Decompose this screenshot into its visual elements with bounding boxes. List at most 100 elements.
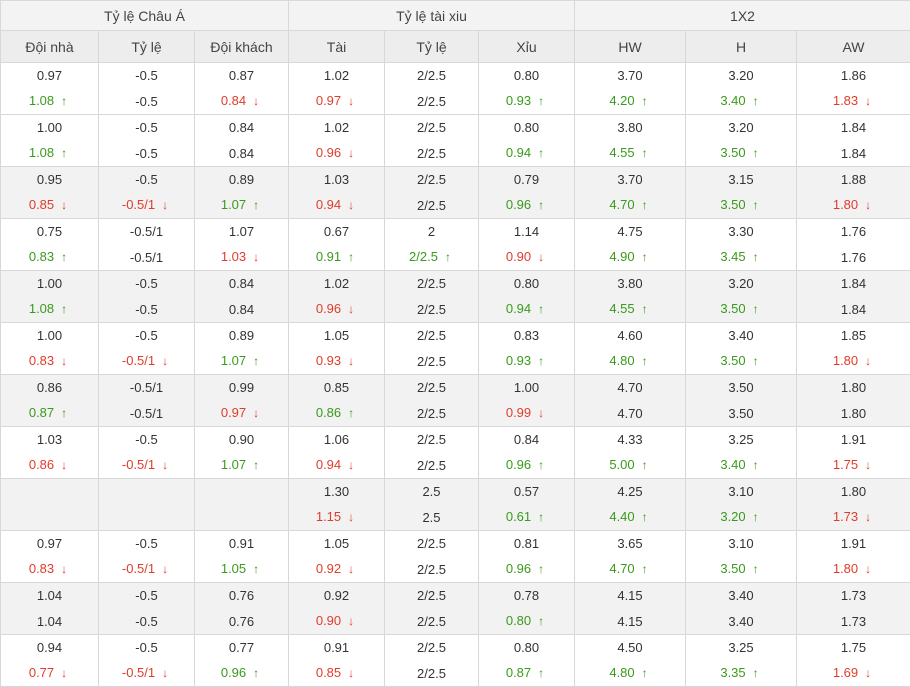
arrow-up-icon: ↑ <box>345 245 357 270</box>
live-handicap-cell: -0.5/1↓ <box>99 556 195 583</box>
arrow-down-icon: ↓ <box>159 557 171 582</box>
odds-value: 1.76 <box>841 245 866 270</box>
live-draw-cell: 3.50↑ <box>686 192 797 219</box>
arrow-down-icon: ↓ <box>862 557 874 582</box>
arrow-down-icon: ↓ <box>345 193 357 218</box>
opening-home-cell: 0.94 <box>1 635 99 661</box>
odds-value: 0.84 <box>514 427 539 452</box>
opening-over-cell: 1.02 <box>289 271 385 297</box>
opening-handicap-cell: -0.5 <box>99 583 195 609</box>
odds-value: 1.80 <box>841 479 866 504</box>
odds-value: 0.90 <box>506 244 531 269</box>
arrow-up-icon: ↑ <box>535 89 547 114</box>
odds-value: 0.84 <box>221 88 246 113</box>
live-away-win-cell: 1.73↓ <box>797 504 910 531</box>
live-total-line-cell: 2/2.5 <box>385 608 479 635</box>
live-over-cell: 0.96↓ <box>289 140 385 167</box>
opening-home-win-cell: 4.70 <box>575 375 686 401</box>
live-total-line-cell: 2/2.5 <box>385 296 479 323</box>
odds-value: 0.83 <box>29 244 54 269</box>
live-over-cell: 1.15↓ <box>289 504 385 531</box>
col-under: Xỉu <box>479 31 575 63</box>
opening-draw-cell: 3.10 <box>686 531 797 557</box>
arrow-up-icon: ↑ <box>750 297 762 322</box>
odds-value: 0.76 <box>229 583 254 608</box>
arrow-down-icon: ↓ <box>862 349 874 374</box>
odds-value: 2/2.5 <box>417 453 446 478</box>
opening-away-cell <box>195 479 289 505</box>
odds-value: 1.83 <box>833 88 858 113</box>
live-away-cell: 1.03↓ <box>195 244 289 271</box>
live-away-win-cell: 1.80↓ <box>797 556 910 583</box>
opening-away-win-cell: 1.76 <box>797 219 910 245</box>
col-draw: H <box>686 31 797 63</box>
odds-value: 0.80 <box>514 63 539 88</box>
opening-away-win-cell: 1.85 <box>797 323 910 349</box>
arrow-up-icon: ↑ <box>535 193 547 218</box>
odds-value: 0.84 <box>229 141 254 166</box>
odds-value: 1.75 <box>833 452 858 477</box>
odds-value: 1.02 <box>324 271 349 296</box>
col-home: Đội nhà <box>1 31 99 63</box>
odds-value: -0.5 <box>135 297 157 322</box>
odds-value: 1.76 <box>841 219 866 244</box>
odds-value: 0.80 <box>514 635 539 660</box>
live-away-win-cell: 1.73 <box>797 608 910 635</box>
opening-away-cell: 0.87 <box>195 63 289 89</box>
odds-value: 0.75 <box>37 219 62 244</box>
odds-value: 0.96 <box>221 660 246 685</box>
arrow-down-icon: ↓ <box>535 401 547 426</box>
odds-value: 4.25 <box>617 479 642 504</box>
arrow-down-icon: ↓ <box>345 505 357 530</box>
odds-value: 1.03 <box>324 167 349 192</box>
odds-value: -0.5 <box>135 167 157 192</box>
arrow-down-icon: ↓ <box>58 453 70 478</box>
live-home-win-cell: 4.15 <box>575 608 686 635</box>
opening-away-win-cell: 1.91 <box>797 531 910 557</box>
odds-value: 2.5 <box>422 479 440 504</box>
odds-value: 0.99 <box>229 375 254 400</box>
opening-total-line-cell: 2/2.5 <box>385 635 479 661</box>
odds-value: 3.50 <box>720 348 745 373</box>
odds-value: 0.85 <box>324 375 349 400</box>
odds-value: 1.30 <box>324 479 349 504</box>
live-handicap-cell: -0.5 <box>99 88 195 115</box>
live-handicap-cell: -0.5 <box>99 140 195 167</box>
live-total-line-cell: 2/2.5 <box>385 400 479 427</box>
odds-value: 3.40 <box>720 88 745 113</box>
odds-value: 3.70 <box>617 167 642 192</box>
opening-away-win-cell: 1.84 <box>797 115 910 141</box>
odds-value: 1.05 <box>324 323 349 348</box>
odds-value: 0.86 <box>316 400 341 425</box>
opening-total-line-cell: 2/2.5 <box>385 167 479 193</box>
live-home-cell: 1.04 <box>1 608 99 635</box>
opening-total-line-cell: 2/2.5 <box>385 583 479 609</box>
opening-under-cell: 1.14 <box>479 219 575 245</box>
opening-draw-cell: 3.25 <box>686 427 797 453</box>
arrow-up-icon: ↑ <box>750 245 762 270</box>
live-over-cell: 0.85↓ <box>289 660 385 687</box>
odds-value: 2/2.5 <box>417 297 446 322</box>
odds-value: 0.89 <box>229 167 254 192</box>
odds-value: 3.20 <box>728 63 753 88</box>
odds-value: 4.80 <box>609 660 634 685</box>
odds-value: 3.30 <box>728 219 753 244</box>
opening-home-win-cell: 4.60 <box>575 323 686 349</box>
opening-handicap-cell: -0.5/1 <box>99 219 195 245</box>
odds-value: 1.04 <box>37 583 62 608</box>
opening-away-win-cell: 1.88 <box>797 167 910 193</box>
odds-value: 4.70 <box>609 192 634 217</box>
odds-value: 4.15 <box>617 609 642 634</box>
live-home-win-cell: 4.90↑ <box>575 244 686 271</box>
odds-value: 3.40 <box>720 452 745 477</box>
